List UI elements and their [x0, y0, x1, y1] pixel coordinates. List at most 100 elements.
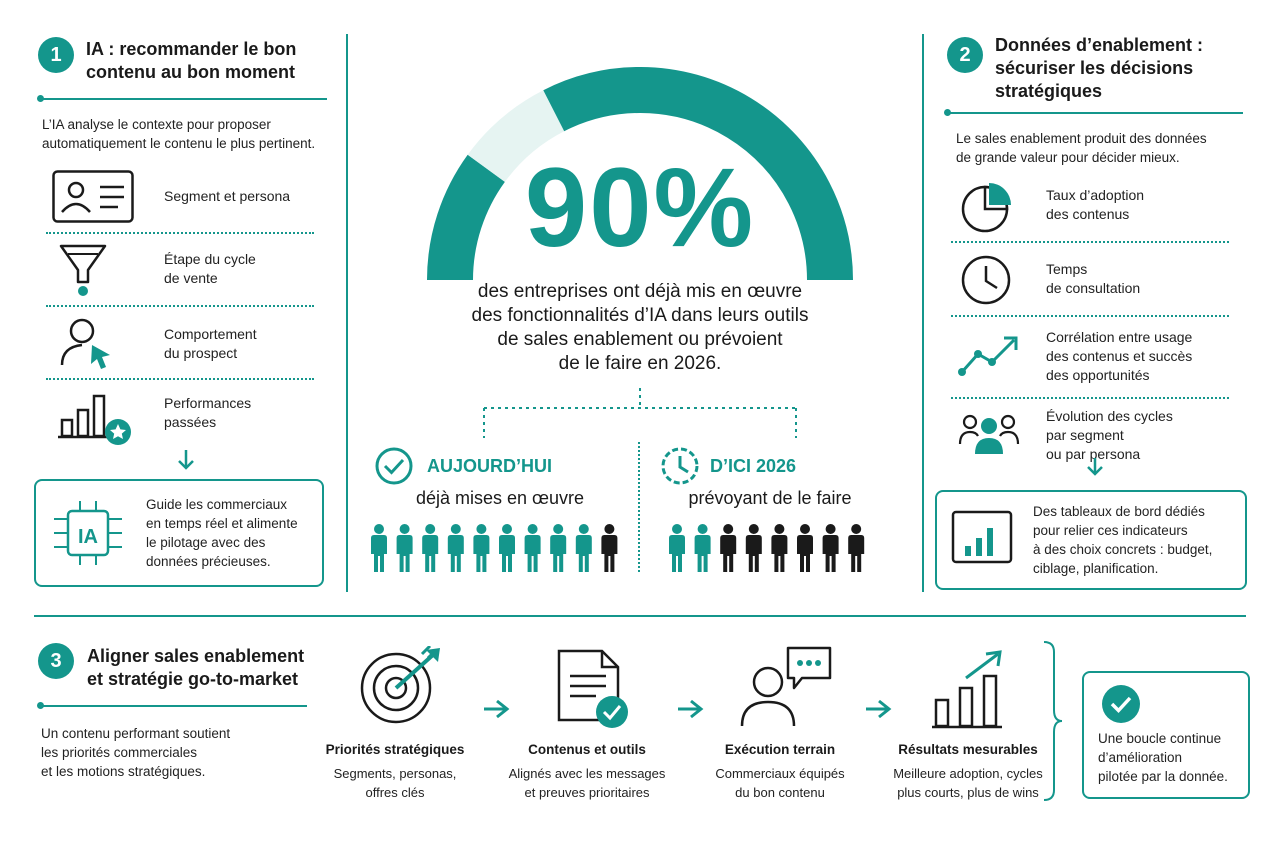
section-3-title-line2: et stratégie go-to-market: [87, 669, 299, 689]
bracket: [1043, 641, 1063, 801]
step-4-desc-line1: Meilleure adoption, cycles: [893, 766, 1043, 781]
s1-item-4-line2: passées: [164, 414, 217, 430]
s1-item-4-line1: Performances: [164, 395, 252, 411]
section-3-title: Aligner sales enablement et stratégie go…: [87, 645, 304, 691]
s2-box-line3: à des choix concrets : budget,: [1033, 542, 1213, 557]
person-icon: [797, 524, 813, 572]
section-3-intro: Un contenu performant soutient les prior…: [41, 724, 230, 781]
center-split-divider: [638, 442, 640, 572]
s2-divider-2: [951, 315, 1229, 317]
s1-summary-box: IA Guide les commerciaux en temps réel e…: [34, 479, 324, 587]
flow-arrow-1: [484, 699, 510, 719]
section-2-rule: [947, 112, 1243, 114]
gauge-fill-left: [427, 154, 506, 281]
bar-chart-star-icon: [58, 394, 131, 445]
s2-item-1: Taux d’adoption des contenus: [1046, 186, 1144, 224]
section-2-title-line2: sécuriser les décisions: [995, 58, 1194, 78]
person-icon: [524, 524, 541, 572]
funnel-icon: [59, 244, 107, 296]
person-icon: [822, 524, 839, 572]
gauge-arc: [427, 67, 853, 281]
person-chat-icon: [740, 646, 832, 727]
step-4-desc: Meilleure adoption, cycles plus courts, …: [868, 764, 1068, 802]
s1-divider-1: [46, 232, 314, 234]
gauge-fill-right: [543, 67, 853, 281]
step-1-desc: Segments, personas, offres clés: [295, 764, 495, 802]
flow-arrow-3: [866, 699, 892, 719]
s1-item-3: Comportement du prospect: [164, 325, 257, 363]
pie-chart-icon: [961, 183, 1011, 233]
s1-item-2-line1: Étape du cycle: [164, 251, 256, 267]
statement-line2: des fonctionnalités d’IA dans leurs outi…: [471, 305, 809, 326]
s1-divider-3: [46, 378, 314, 380]
s2-item-1-line2: des contenus: [1046, 206, 1130, 222]
target-icon: [360, 646, 440, 724]
future-label: D’ICI 2026: [710, 456, 797, 476]
s2-item-4-line2: par segment: [1046, 427, 1124, 443]
document-check-icon: [557, 649, 628, 728]
step-3-desc-line2: du bon contenu: [735, 785, 825, 800]
s2-item-1-line1: Taux d’adoption: [1046, 187, 1145, 203]
check-circle-icon: [375, 447, 413, 485]
person-icon: [473, 524, 490, 572]
step-3-desc: Commerciaux équipés du bon contenu: [680, 764, 880, 802]
person-icon: [745, 524, 762, 572]
s1-box-line3: le pilotage avec des: [146, 535, 266, 550]
today-label: AUJOURD’HUI: [427, 456, 553, 476]
step-1-desc-line1: Segments, personas,: [333, 766, 457, 781]
section-2-intro-line2: de grande valeur pour décider mieux.: [956, 150, 1180, 165]
step-2-desc: Alignés avec les messages et preuves pri…: [487, 764, 687, 802]
person-icon: [447, 524, 464, 572]
future-desc: prévoyant de le faire: [688, 488, 852, 508]
loop-line3: pilotée par la donnée.: [1098, 769, 1228, 784]
user-cursor-icon: [60, 318, 110, 369]
section-1-rule: [40, 98, 327, 100]
down-arrow-icon: [178, 450, 194, 470]
section-2-title-line3: stratégiques: [995, 81, 1103, 101]
ai-chip-label: IA: [78, 526, 98, 548]
section-2-intro: Le sales enablement produit des données …: [956, 129, 1207, 167]
left-separator: [346, 34, 348, 592]
s1-box-line1: Guide les commerciaux: [146, 497, 288, 512]
big-stat: 90%: [524, 145, 756, 270]
person-icon: [669, 524, 685, 572]
s2-summary-box: Des tableaux de bord dédiés pour relier …: [935, 490, 1247, 590]
person-icon: [601, 524, 618, 572]
person-icon: [694, 524, 711, 572]
growth-chart-icon: [932, 650, 1002, 729]
section-3-number: 3: [38, 643, 74, 679]
section-3-intro-line1: Un contenu performant soutient: [41, 726, 231, 741]
s2-box-line1: Des tableaux de bord dédiés: [1033, 504, 1205, 519]
flow-arrow-2: [678, 699, 704, 719]
section-3-intro-line2: les priorités commerciales: [41, 745, 198, 760]
section-3-intro-line3: et les motions stratégiques.: [41, 764, 206, 779]
s1-box-text: Guide les commerciaux en temps réel et a…: [146, 495, 298, 571]
person-icon: [550, 524, 567, 572]
section-1-title: IA : recommander le bon contenu au bon m…: [86, 38, 296, 84]
today-desc: déjà mises en œuvre: [415, 488, 585, 508]
loop-text: Une boucle continue d’amélioration pilot…: [1098, 729, 1228, 786]
center-statement: des entreprises ont déjà mis en œuvre de…: [400, 280, 880, 376]
s1-item-1-line1: Segment et persona: [164, 188, 291, 204]
s2-box-text: Des tableaux de bord dédiés pour relier …: [1033, 502, 1212, 578]
ai-chip-icon: IA: [54, 501, 122, 565]
s1-item-1: Segment et persona: [164, 187, 290, 206]
s2-box-line4: ciblage, planification.: [1033, 561, 1159, 576]
statement-line4: de le faire en 2026.: [558, 353, 722, 374]
split-connector: [483, 388, 797, 438]
s1-item-2: Étape du cycle de vente: [164, 250, 256, 288]
s2-item-3-line3: des opportunités: [1046, 367, 1150, 383]
loop-box: Une boucle continue d’amélioration pilot…: [1082, 671, 1250, 799]
person-icon: [422, 524, 439, 572]
s2-item-2: Temps de consultation: [1046, 260, 1140, 298]
s1-item-3-line2: du prospect: [164, 345, 238, 361]
statement-line1: des entreprises ont déjà mis en œuvre: [477, 281, 803, 302]
s2-item-3-line2: des contenus et succès: [1046, 348, 1193, 364]
s1-box-line2: en temps réel et alimente: [146, 516, 298, 531]
s2-item-4-line3: ou par persona: [1046, 446, 1141, 462]
section-1-intro-line1: L’IA analyse le contexte pour proposer: [42, 117, 271, 132]
gauge-remaining: [467, 90, 565, 183]
s2-box-line2: pour relier ces indicateurs: [1033, 523, 1188, 538]
s1-item-4: Performances passées: [164, 394, 251, 432]
statement-line3: de sales enablement ou prévoient: [497, 329, 783, 350]
